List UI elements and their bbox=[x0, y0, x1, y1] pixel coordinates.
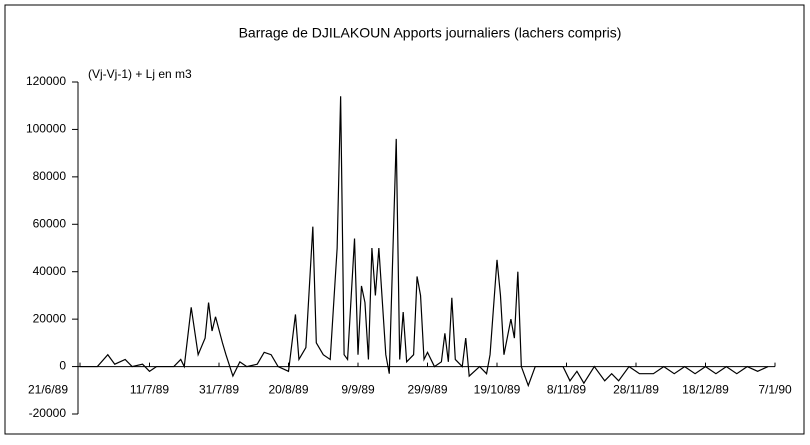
x-tick-label: 18/12/89 bbox=[682, 383, 729, 397]
y-tick-label: 20000 bbox=[33, 311, 67, 325]
y-axis-label: (Vj-Vj-1) + Lj en m3 bbox=[88, 67, 192, 81]
y-tick-label: -20000 bbox=[29, 406, 67, 420]
x-tick-label: 9/9/89 bbox=[341, 383, 375, 397]
x-tick-label: 31/7/89 bbox=[199, 383, 239, 397]
x-tick-label: 29/9/89 bbox=[407, 383, 447, 397]
y-tick-label: 40000 bbox=[33, 264, 67, 278]
x-tick-label: 7/1/90 bbox=[758, 383, 792, 397]
x-tick-label: 8/11/89 bbox=[547, 383, 586, 397]
data-line bbox=[80, 96, 769, 388]
y-tick-label: 120000 bbox=[26, 74, 66, 88]
y-tick-label: 80000 bbox=[33, 169, 67, 183]
y-tick-label: 60000 bbox=[33, 216, 67, 230]
x-tick-label: 20/8/89 bbox=[268, 383, 308, 397]
x-tick-label: 21/6/89 bbox=[28, 383, 68, 397]
x-tick-label: 19/10/89 bbox=[474, 383, 521, 397]
y-tick-label: 0 bbox=[59, 359, 66, 373]
x-tick-label: 11/7/89 bbox=[130, 383, 169, 397]
chart-frame bbox=[4, 4, 805, 435]
y-tick-label: 100000 bbox=[26, 122, 66, 136]
x-tick-label: 28/11/89 bbox=[613, 383, 659, 397]
chart-title: Barrage de DJILAKOUN Apports journaliers… bbox=[239, 25, 622, 41]
